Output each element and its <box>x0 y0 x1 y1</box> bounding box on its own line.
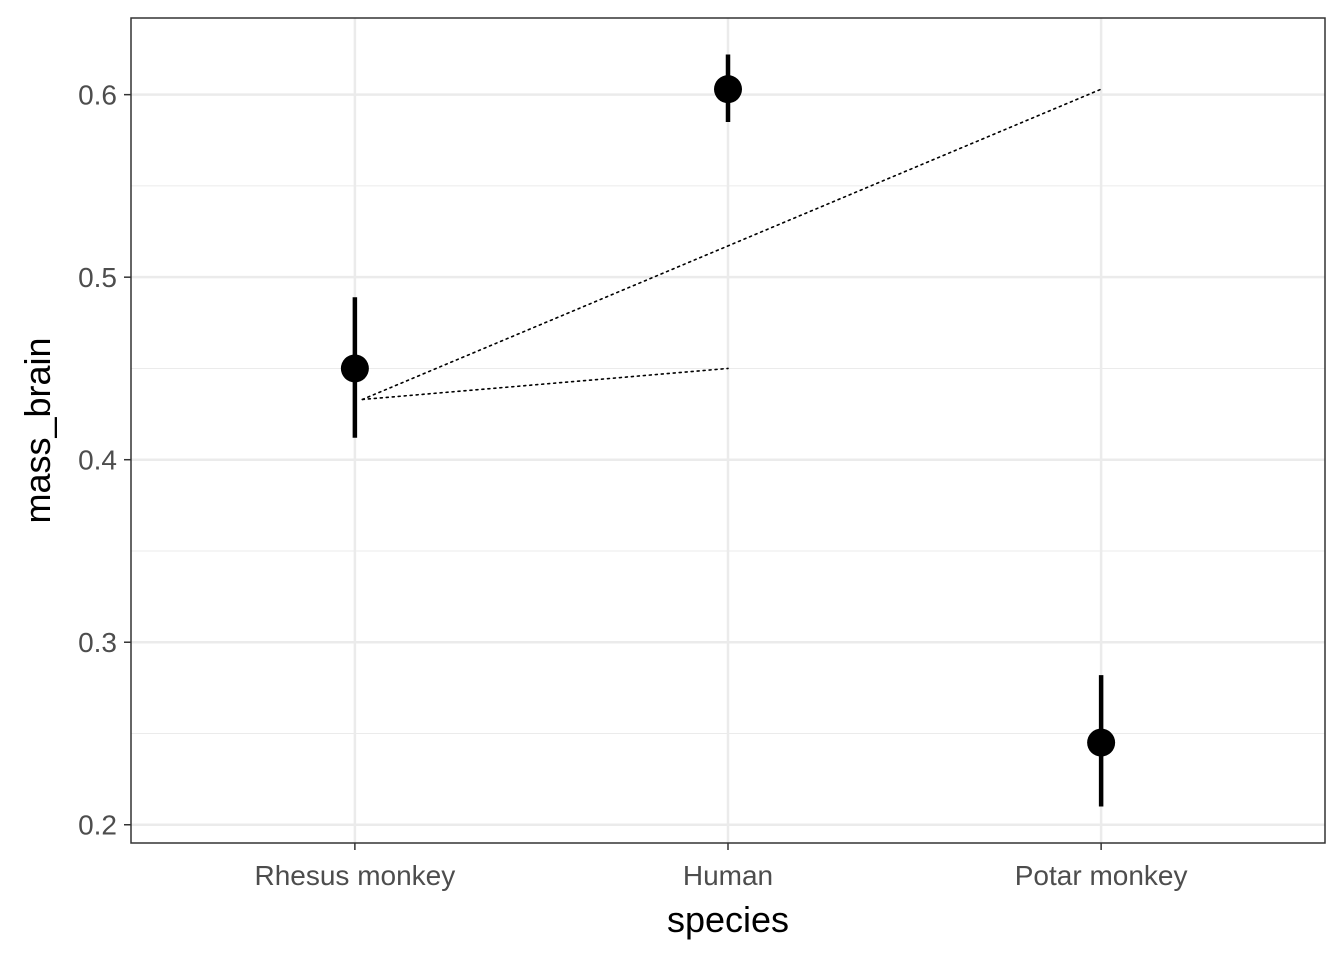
x-tick-label: Human <box>683 860 773 891</box>
y-axis-title: mass_brain <box>17 337 58 523</box>
x-tick-label: Rhesus monkey <box>254 860 455 891</box>
y-tick-label: 0.4 <box>78 445 117 476</box>
x-tick-label: Potar monkey <box>1015 860 1188 891</box>
data-point <box>340 354 369 383</box>
annotation-layer <box>361 88 1102 401</box>
x-axis-title: species <box>667 899 789 940</box>
data-point <box>714 75 742 104</box>
grid-layer <box>131 18 1325 843</box>
y-tick-label: 0.5 <box>78 262 117 293</box>
data-point <box>1087 728 1116 757</box>
y-tick-label: 0.2 <box>78 810 117 841</box>
dotted-annotation-line <box>361 367 729 401</box>
data-layer <box>340 54 1116 807</box>
axis-layer: 0.2 0.3 0.4 0.5 0.6 Rhesus monkey Human Potar m… <box>78 80 1187 891</box>
y-tick-label: 0.6 <box>78 80 117 111</box>
y-tick-label: 0.3 <box>78 627 117 658</box>
dotted-annotation-line <box>361 88 1102 401</box>
